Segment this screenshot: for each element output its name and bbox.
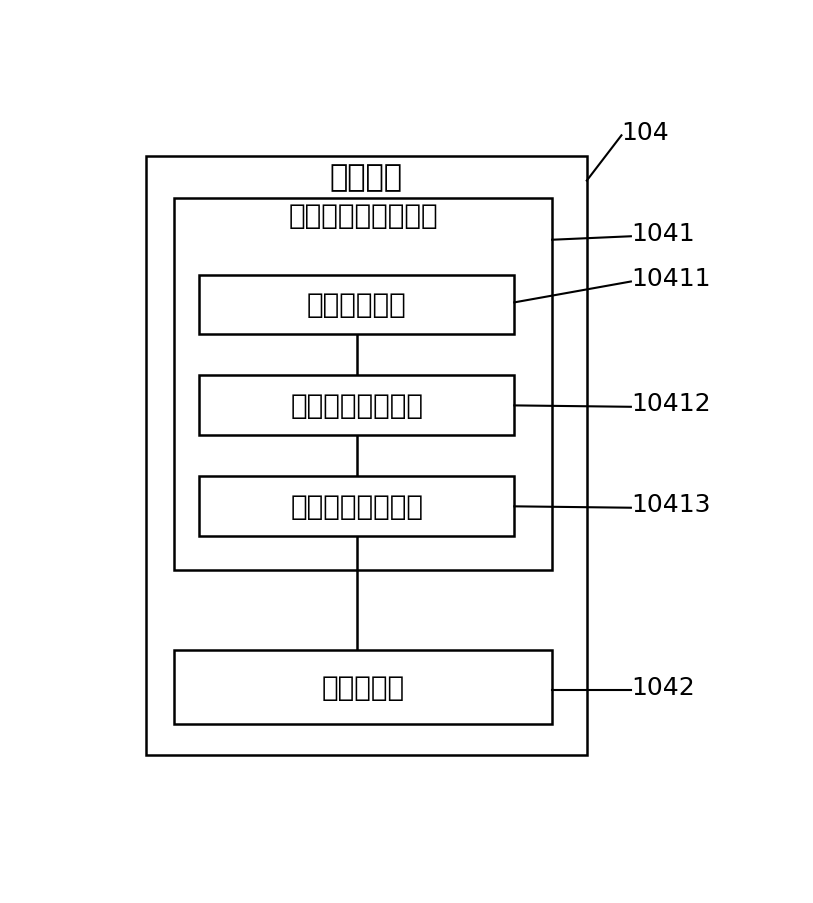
Bar: [174, 199, 552, 571]
Text: 计算模块: 计算模块: [330, 163, 402, 192]
Text: 10411: 10411: [631, 266, 711, 291]
Text: 104: 104: [621, 121, 669, 144]
Bar: [199, 275, 515, 334]
Text: 流量获取单元: 流量获取单元: [307, 291, 406, 319]
Bar: [146, 157, 587, 755]
Text: 1041: 1041: [631, 221, 694, 246]
Text: 计算子模块: 计算子模块: [322, 674, 405, 702]
Bar: [199, 477, 515, 536]
Text: 10413: 10413: [631, 493, 711, 517]
Text: 气阻压力获取单元: 气阻压力获取单元: [290, 492, 424, 520]
Text: 气阻压力获取子模块: 气阻压力获取子模块: [289, 202, 438, 230]
Text: 气阻特性获取单元: 气阻特性获取单元: [290, 392, 424, 420]
Text: 10412: 10412: [631, 392, 711, 416]
Bar: [199, 376, 515, 435]
Text: 1042: 1042: [631, 675, 694, 699]
Bar: [174, 651, 552, 723]
